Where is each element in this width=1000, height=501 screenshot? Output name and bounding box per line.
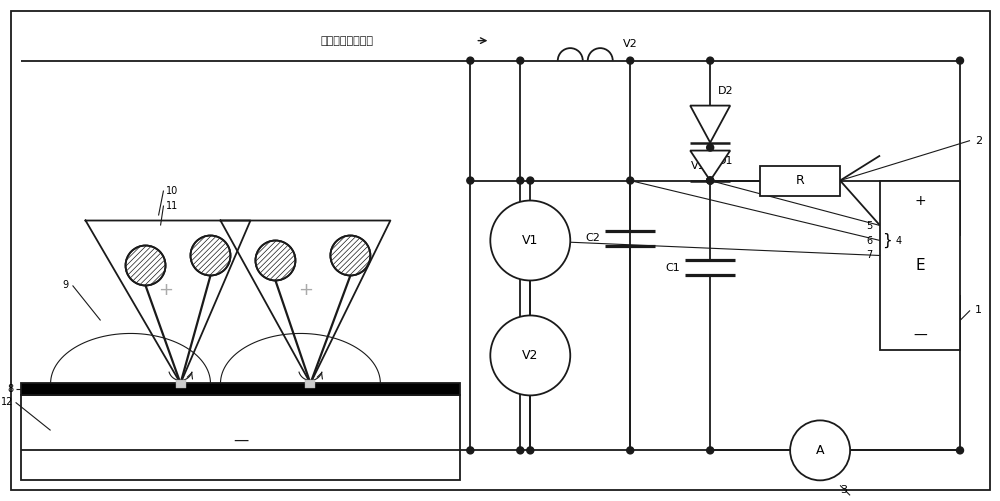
Bar <box>21 395 460 480</box>
Circle shape <box>490 200 570 281</box>
Text: 沉积电极运动方向: 沉积电极运动方向 <box>320 36 373 46</box>
Circle shape <box>467 57 474 64</box>
Text: 1: 1 <box>975 306 982 316</box>
Circle shape <box>707 177 714 184</box>
Circle shape <box>707 447 714 454</box>
Bar <box>760 165 840 195</box>
Text: 7: 7 <box>866 250 872 261</box>
Polygon shape <box>690 151 730 180</box>
Bar <box>21 383 460 395</box>
Circle shape <box>627 447 634 454</box>
Bar <box>305 380 315 388</box>
Text: —: — <box>913 329 927 343</box>
Text: 5: 5 <box>866 220 872 230</box>
Circle shape <box>527 177 534 184</box>
Text: 8: 8 <box>7 384 14 394</box>
Text: —: — <box>233 433 248 448</box>
Text: V2: V2 <box>522 349 538 362</box>
Text: 9: 9 <box>63 281 69 291</box>
Text: 12: 12 <box>1 397 14 407</box>
Circle shape <box>517 177 524 184</box>
Bar <box>880 180 960 350</box>
Circle shape <box>627 57 634 64</box>
Circle shape <box>957 57 964 64</box>
Text: +: + <box>158 282 173 300</box>
Circle shape <box>627 177 634 184</box>
Circle shape <box>330 235 370 276</box>
Text: E: E <box>915 258 925 273</box>
Circle shape <box>517 447 524 454</box>
Circle shape <box>126 245 166 286</box>
Bar <box>176 380 186 388</box>
Text: +: + <box>298 282 313 300</box>
Text: 10: 10 <box>166 185 178 195</box>
Circle shape <box>707 177 714 184</box>
Circle shape <box>490 316 570 395</box>
Text: 6: 6 <box>866 235 872 245</box>
Text: V2: V2 <box>623 39 638 49</box>
Text: 11: 11 <box>166 200 178 210</box>
Text: C2: C2 <box>585 233 600 243</box>
Circle shape <box>707 57 714 64</box>
Circle shape <box>957 447 964 454</box>
Circle shape <box>467 177 474 184</box>
Circle shape <box>517 57 524 64</box>
Circle shape <box>527 447 534 454</box>
Text: A: A <box>816 444 824 457</box>
Polygon shape <box>690 106 730 143</box>
Text: R: R <box>796 174 804 187</box>
Circle shape <box>255 240 295 281</box>
Circle shape <box>467 447 474 454</box>
Text: 3: 3 <box>840 485 847 495</box>
Circle shape <box>707 144 714 151</box>
Text: 4: 4 <box>895 235 901 245</box>
Text: V1: V1 <box>522 234 538 247</box>
Text: }: } <box>882 233 892 248</box>
Circle shape <box>707 177 714 184</box>
Circle shape <box>190 235 230 276</box>
Text: 2: 2 <box>975 136 982 146</box>
Circle shape <box>790 420 850 480</box>
Text: V1: V1 <box>691 160 705 170</box>
Text: D1: D1 <box>718 155 734 165</box>
Text: +: + <box>914 193 926 207</box>
Text: D2: D2 <box>718 86 734 96</box>
Text: C1: C1 <box>665 263 680 273</box>
